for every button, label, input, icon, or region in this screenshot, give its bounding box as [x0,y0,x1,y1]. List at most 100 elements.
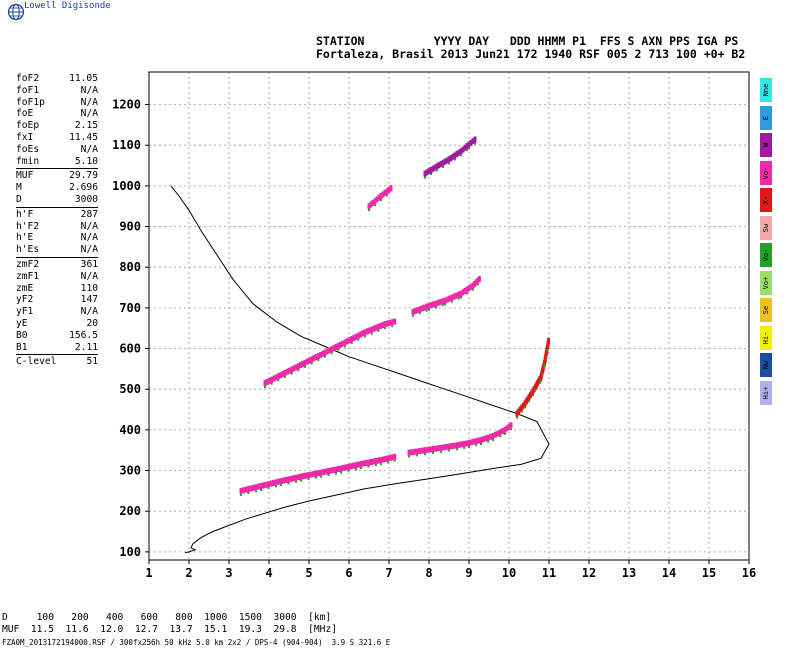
echo-point [496,430,500,437]
y-tick-label: 1100 [112,138,141,152]
echo-point [447,443,451,450]
y-tick-label: 600 [119,342,141,356]
echo-point [317,470,320,477]
echo-point [337,348,340,351]
echo-point [476,283,479,286]
echo-point [460,296,462,299]
echo-point [352,334,356,341]
echo-point [455,442,459,449]
echo-point [239,487,243,494]
echo-point [516,416,518,419]
echo-point [327,468,330,474]
echo-point [426,446,430,453]
param-value: N/A [80,143,98,155]
param-separator [16,168,98,170]
param-value: N/A [80,96,98,108]
y-tick-label: 900 [119,220,141,234]
echo-point [504,432,506,435]
echo-point [517,408,521,415]
echo-point [277,379,280,382]
echo-point [317,359,320,361]
echo-point [265,379,269,385]
header-line-1: STATION YYYY DAY DDD HHMM P1 FFS S AXN P… [316,34,739,48]
echo-point [456,448,458,451]
echo-point [484,435,488,442]
param-row: zmF1 N/A [16,271,98,283]
echo-point [501,428,505,435]
echo-point [432,452,434,454]
param-row: foF1p N/A [16,97,98,109]
x-tick-label: 8 [425,566,432,580]
echo-point [349,463,353,470]
echo-point [540,380,542,382]
echo-point [280,484,282,487]
ionospheric-parameters-panel: foF2 11.05 foF1 N/A foF1p N/A foE N/A foEp 2.15 fx… [16,73,98,368]
echo-point [287,476,290,483]
echo-point [361,330,365,337]
x-tick-label: 13 [622,566,636,580]
param-row: zmF2 361 [16,259,98,271]
echo-point [380,463,382,465]
echo-point [422,304,426,311]
echo-point [289,475,293,482]
echo-point [416,454,418,457]
param-value: 51 [86,356,98,368]
echo-point [391,325,394,328]
echo-point [264,386,266,389]
echo-point [294,474,298,481]
echo-point [297,369,300,372]
echo-point [411,308,415,315]
echo-point [449,155,453,162]
echo-point [489,433,493,440]
echo-point [321,350,325,357]
plot-frame [148,71,750,561]
echo-point [528,400,530,403]
echo-point [450,443,454,450]
echo-point [420,447,424,454]
echo-point [452,293,456,300]
echo-point [305,358,309,365]
echo-point [481,436,485,443]
legend-label: Vo- [762,166,770,179]
param-label: foEp [16,120,40,132]
echo-point [368,209,370,212]
echo-point [441,159,445,166]
echo-point [337,466,340,472]
echo-point [459,290,463,297]
param-row: zmE 110 [16,283,98,295]
param-label: yF1 [16,306,34,318]
echo-point [454,158,456,161]
echo-point [520,404,524,411]
echo-point [264,481,268,488]
echo-point [249,485,253,492]
echo-point [312,471,315,478]
echo-point [460,154,462,157]
param-value: 2.11 [74,341,98,353]
echo-point [492,439,494,441]
param-row: M 2.696 [16,182,98,194]
echo-point [450,294,454,301]
echo-point [312,355,316,362]
echo-point [255,490,257,493]
param-row: fxI 11.45 [16,132,98,144]
param-label: foF2 [16,73,40,84]
echo-point [379,322,383,329]
param-row: foE N/A [16,108,98,120]
echo-point [385,188,389,195]
param-row: MUF 29.79 [16,170,98,182]
echo-point [412,314,414,317]
echo-point [476,277,480,284]
echo-point [441,298,445,305]
echo-point [384,327,386,330]
param-row: foF2 11.05 [16,73,98,85]
echo-point [290,366,294,373]
y-tick-label: 500 [119,382,141,396]
echo-point [438,299,442,306]
echo-point [242,487,245,494]
echo-point [240,493,242,496]
echo-point [480,443,482,445]
legend-label: W [762,142,770,148]
param-value: 29.79 [69,170,98,182]
echo-point [247,486,250,492]
echo-point [279,478,283,485]
